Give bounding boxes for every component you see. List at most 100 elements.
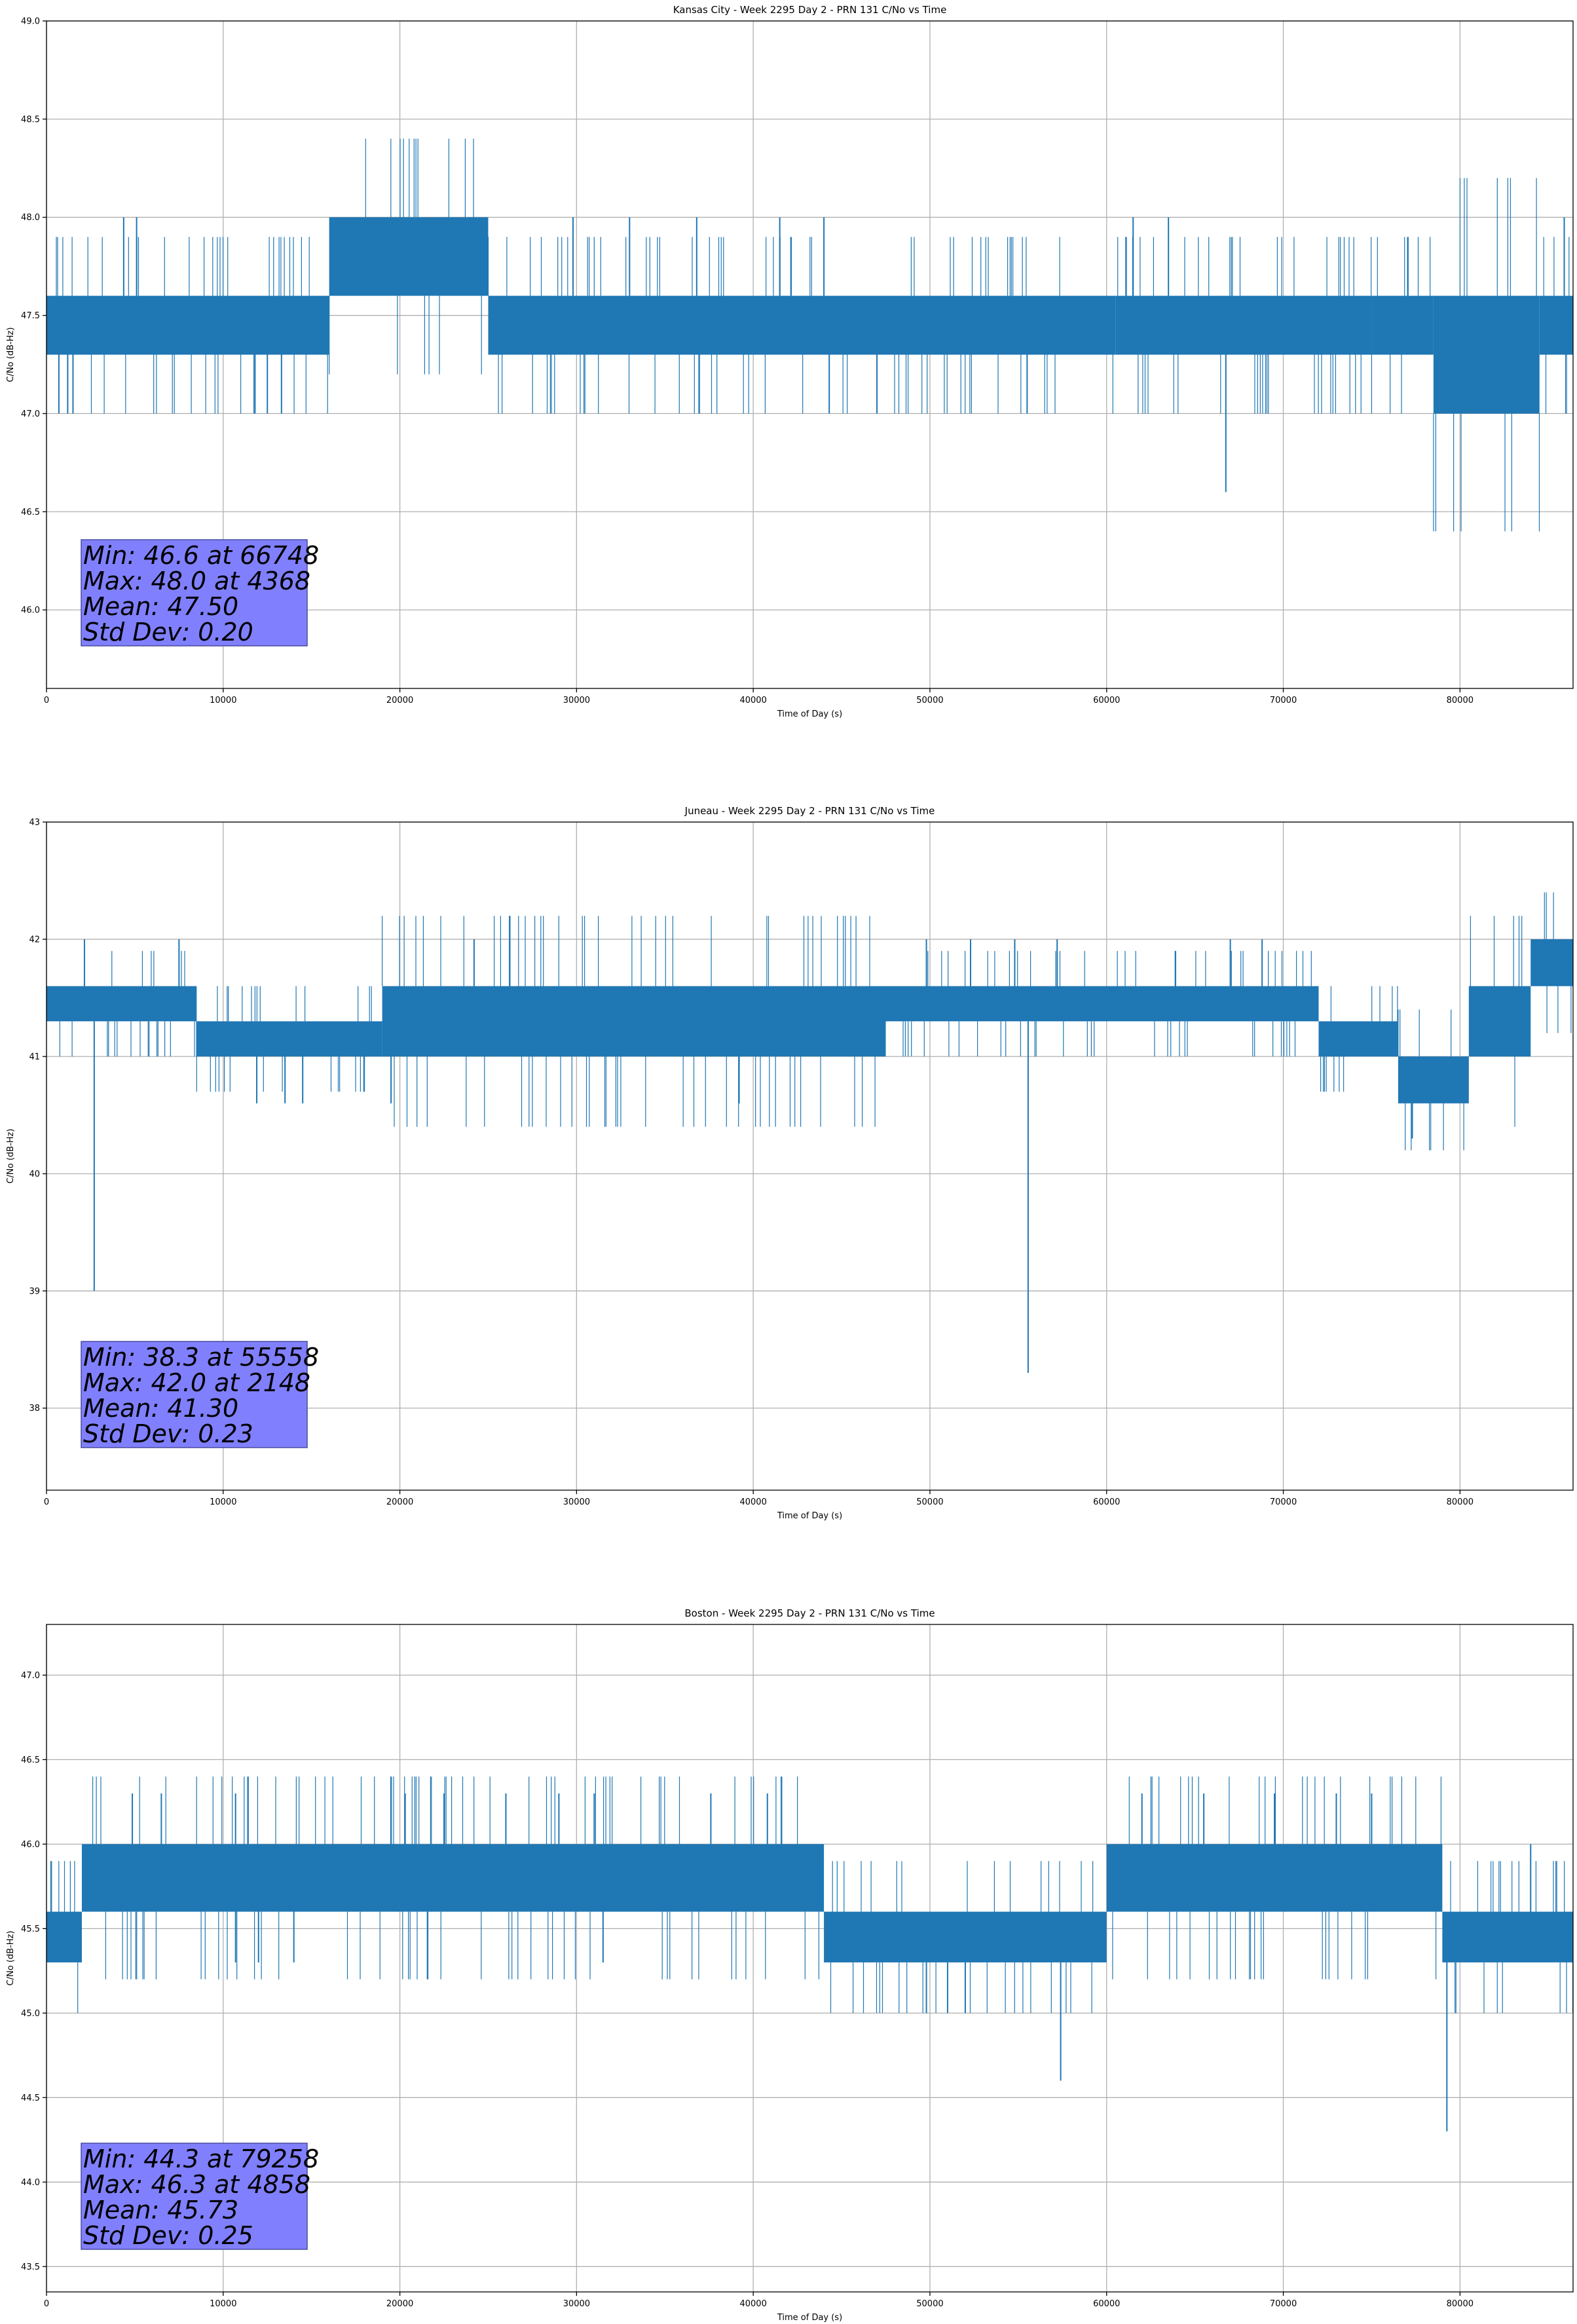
series-band (824, 1911, 1107, 1962)
x-tick-label: 60000 (1093, 1497, 1120, 1507)
x-tick-label: 80000 (1447, 696, 1474, 705)
y-tick-label: 47.0 (21, 409, 40, 419)
x-tick-label: 60000 (1093, 696, 1120, 705)
y-tick-label: 45.0 (21, 2009, 40, 2019)
y-tick-label: 47.0 (21, 1671, 40, 1681)
x-tick-label: 20000 (386, 1497, 413, 1507)
x-tick-label: 70000 (1270, 2299, 1297, 2309)
series-band (1371, 295, 1434, 355)
x-tick-label: 40000 (739, 2299, 766, 2309)
x-tick-label: 40000 (739, 696, 766, 705)
series-band (1531, 939, 1573, 986)
x-tick-label: 30000 (563, 696, 590, 705)
y-tick-label: 46.5 (21, 508, 40, 517)
x-tick-label: 10000 (210, 2299, 236, 2309)
y-axis-label: C/No (dB-Hz) (6, 1931, 16, 1986)
x-tick-label: 10000 (210, 1497, 236, 1507)
series-band (488, 295, 1116, 355)
y-tick-label: 44.5 (21, 2093, 40, 2103)
y-tick-label: 46.5 (21, 1755, 40, 1765)
chart-title: Juneau - Week 2295 Day 2 - PRN 131 C/No … (684, 805, 935, 817)
stats-line: Min: 44.3 at 79258 (83, 2145, 319, 2173)
y-tick-label: 46.0 (21, 1840, 40, 1850)
x-tick-label: 20000 (386, 696, 413, 705)
x-tick-label: 50000 (916, 696, 943, 705)
stats-line: Std Dev: 0.23 (83, 1419, 253, 1448)
x-tick-label: 60000 (1093, 2299, 1120, 2309)
y-tick-label: 40 (29, 1169, 40, 1179)
x-tick-label: 20000 (386, 2299, 413, 2309)
y-tick-label: 38 (29, 1404, 40, 1414)
x-axis-label: Time of Day (s) (777, 709, 842, 719)
y-tick-label: 41 (29, 1052, 40, 1062)
series-band (1539, 295, 1573, 355)
series-band (46, 986, 197, 1022)
x-tick-label: 10000 (210, 696, 236, 705)
series-band (1318, 1021, 1398, 1057)
series-band (46, 1911, 82, 1962)
y-tick-label: 48.0 (21, 213, 40, 223)
series-line (46, 892, 1573, 1374)
axes-frame (46, 20, 1574, 689)
x-tick-label: 30000 (563, 2299, 590, 2309)
series-band (382, 986, 886, 1057)
chart-title: Kansas City - Week 2295 Day 2 - PRN 131 … (673, 4, 947, 16)
x-tick-label: 30000 (563, 1497, 590, 1507)
x-tick-label: 40000 (739, 1497, 766, 1507)
y-tick-label: 39 (29, 1286, 40, 1296)
stats-box (81, 2143, 308, 2250)
stats-line: Min: 38.3 at 55558 (83, 1343, 319, 1372)
x-tick-label: 70000 (1270, 1497, 1297, 1507)
series-band (46, 295, 329, 355)
x-tick-label: 0 (44, 2299, 49, 2309)
chart-panel: 0 10000 20000 30000 40000 50000 60000 70000 8000… (6, 1607, 1574, 2323)
chart-panel: 0 10000 20000 30000 40000 50000 60000 70000 8000… (6, 4, 1574, 719)
series-band (1106, 1844, 1443, 1912)
x-tick-label: 0 (44, 696, 49, 705)
y-tick-label: 47.5 (21, 311, 40, 321)
axes-frame (46, 821, 1574, 1491)
stats-line: Std Dev: 0.20 (83, 618, 253, 647)
chart-panel: 0 10000 20000 30000 40000 50000 60000 70000 8000… (6, 805, 1574, 1521)
stats-box (81, 1341, 308, 1448)
series-line (46, 138, 1573, 532)
stats-line: Min: 46.6 at 66748 (83, 541, 319, 570)
y-tick-label: 46.0 (21, 606, 40, 616)
series-band (81, 1844, 825, 1912)
series-band (885, 986, 1319, 1022)
x-axis-label: Time of Day (s) (777, 2313, 842, 2323)
axes-frame (46, 1624, 1574, 2293)
y-tick-label: 49.0 (21, 17, 40, 27)
stats-line: Max: 42.0 at 2148 (83, 1368, 310, 1397)
series-band (1468, 986, 1531, 1057)
y-tick-label: 42 (29, 935, 40, 945)
series-band (329, 217, 489, 296)
y-tick-label: 48.5 (21, 115, 40, 124)
series-band (1398, 1056, 1469, 1104)
x-tick-label: 50000 (916, 2299, 943, 2309)
stats-line: Mean: 45.73 (83, 2196, 238, 2224)
series-band (196, 1021, 382, 1057)
series-band (1433, 295, 1540, 414)
y-tick-label: 44.0 (21, 2178, 40, 2188)
y-axis-label: C/No (dB-Hz) (6, 1129, 16, 1184)
series-line (46, 1776, 1573, 2131)
x-tick-label: 0 (44, 1497, 49, 1507)
stats-line: Max: 46.3 at 4858 (83, 2170, 310, 2199)
y-tick-label: 43 (29, 818, 40, 828)
stats-line: Max: 48.0 at 4368 (83, 567, 310, 595)
y-axis-label: C/No (dB-Hz) (6, 328, 16, 383)
x-tick-label: 80000 (1447, 1497, 1474, 1507)
x-tick-label: 50000 (916, 1497, 943, 1507)
chart-title: Boston - Week 2295 Day 2 - PRN 131 C/No … (684, 1607, 935, 1619)
x-tick-label: 80000 (1447, 2299, 1474, 2309)
series-band (1442, 1911, 1573, 1962)
stats-line: Std Dev: 0.25 (83, 2221, 253, 2250)
y-tick-label: 43.5 (21, 2262, 40, 2272)
stats-line: Mean: 41.30 (83, 1394, 238, 1423)
series-band (1115, 295, 1372, 355)
x-axis-label: Time of Day (s) (777, 1511, 842, 1521)
stats-line: Mean: 47.50 (83, 592, 238, 621)
x-tick-label: 70000 (1270, 696, 1297, 705)
stats-box (81, 539, 308, 647)
